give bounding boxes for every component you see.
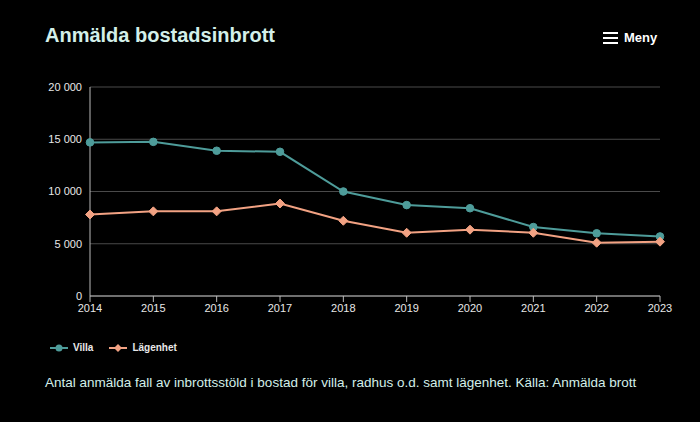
html-text:Lägenhet: Lägenhet [132, 342, 177, 353]
html-text:Antal anmälda fall av inbrotts: Antal anmälda fall av inbrottsstöld i bo… [45, 375, 637, 390]
svg-text:2015: 2015 [141, 302, 165, 314]
svg-text:15 000: 15 000 [48, 133, 82, 145]
svg-text:2018: 2018 [331, 302, 355, 314]
svg-text:2019: 2019 [394, 302, 418, 314]
svg-text:0: 0 [76, 290, 82, 302]
html-text:Villa: Villa [73, 342, 94, 353]
svg-text:5 000: 5 000 [54, 238, 82, 250]
html-text:Meny: Meny [624, 30, 658, 45]
svg-text:2022: 2022 [584, 302, 608, 314]
svg-text:2021: 2021 [521, 302, 545, 314]
svg-text:20 000: 20 000 [48, 81, 82, 93]
svg-text:2016: 2016 [204, 302, 228, 314]
svg-text:10 000: 10 000 [48, 185, 82, 197]
svg-text:2023: 2023 [648, 302, 672, 314]
svg-text:2014: 2014 [78, 302, 102, 314]
svg-text:2017: 2017 [268, 302, 292, 314]
html-text:Anmälda bostadsinbrott: Anmälda bostadsinbrott [45, 24, 275, 46]
svg-text:2020: 2020 [458, 302, 482, 314]
